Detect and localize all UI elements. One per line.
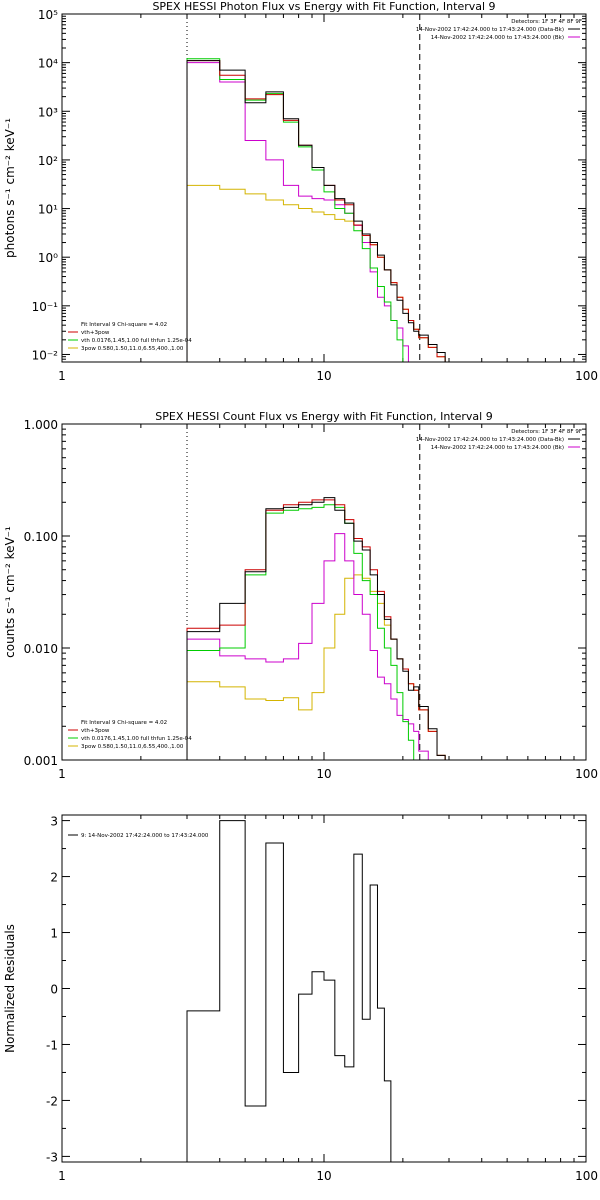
y-tick-label: 10³: [38, 105, 58, 119]
y-axis-label: Normalized Residuals: [3, 924, 17, 1053]
time-interval-label: 14-Nov-2002 17:42:24.000 to 17:43:24.000…: [431, 35, 564, 41]
legend-entry: vth 0.0176,1.45,1.00 full thfun 1.25e-04: [81, 338, 192, 344]
series-9-14-nov-2002-17-42-24-000-to-17-43-24-000-line: [186, 820, 392, 1162]
legend-entry: vth 0.0176,1.45,1.00 full thfun 1.25e-04: [81, 736, 192, 742]
series-vth-3pow-line: [186, 60, 446, 362]
y-tick-label: 10⁵: [38, 8, 58, 22]
tick-marks: [61, 13, 586, 363]
legend-entry: 3pow 0.580,1.50,11.0,6.55,400.,1.00: [81, 744, 184, 750]
y-tick-label: 0: [50, 983, 58, 997]
y-tick-label: 0.100: [24, 530, 58, 544]
legend-entry: vth+3pow: [81, 330, 110, 336]
chart-title: SPEX HESSI Photon Flux vs Energy with Fi…: [152, 0, 495, 13]
y-tick-label: 10¹: [38, 203, 58, 217]
x-tick-label: 1: [58, 1169, 66, 1183]
x-tick-label: 100: [575, 767, 598, 781]
count-chart: SPEX HESSI Count Flux vs Energy with Fit…: [3, 410, 598, 781]
series-group: [186, 58, 446, 362]
x-tick-label: 1: [58, 767, 66, 781]
y-tick-label: -2: [46, 1094, 58, 1108]
series-data-bk-line: [186, 60, 446, 362]
series-vth-line: [186, 58, 404, 362]
y-tick-label: 10⁰: [38, 251, 58, 265]
detectors-label: Detectors: 1F 3F 4F 8F 9F: [511, 19, 582, 25]
legend-entry: Fit Interval 9 Chi-square = 4.02: [81, 322, 167, 328]
x-tick-label: 10: [316, 1169, 331, 1183]
x-tick-label: 100: [575, 369, 598, 383]
series-3pow-line: [186, 184, 446, 362]
series-data-bk-line: [186, 497, 446, 760]
y-tick-label: 10⁻²: [32, 348, 59, 362]
plot-frame: [61, 13, 587, 363]
legend-entry: 3pow 0.580,1.50,11.0,6.55,400.,1.00: [81, 346, 184, 352]
photon-chart: SPEX HESSI Photon Flux vs Energy with Fi…: [3, 0, 598, 383]
series-bk-line: [186, 62, 409, 362]
x-tick-label: 10: [316, 767, 331, 781]
series-vth-line: [186, 504, 415, 760]
y-tick-label: -1: [46, 1038, 58, 1052]
chart-title: SPEX HESSI Count Flux vs Energy with Fit…: [155, 410, 492, 423]
x-tick-label: 100: [575, 1169, 598, 1183]
detectors-label: Detectors: 1F 3F 4F 8F 9F: [511, 429, 582, 435]
y-tick-label: 2: [50, 871, 58, 885]
series-bk-line: [186, 533, 429, 760]
legend-entry: vth+3pow: [81, 728, 110, 734]
y-tick-label: 1.000: [24, 418, 58, 432]
legend-entry: 9: 14-Nov-2002 17:42:24.000 to 17:43:24.…: [81, 833, 209, 839]
y-tick-label: 0.010: [24, 642, 58, 656]
series-group: [186, 497, 446, 760]
y-axis-label: photons s⁻¹ cm⁻² keV⁻¹: [3, 118, 17, 258]
tick-marks: [61, 815, 586, 1162]
y-tick-label: 10⁻¹: [32, 300, 59, 314]
series-vth-3pow-line: [186, 499, 446, 760]
x-tick-label: 10: [316, 369, 331, 383]
y-tick-label: 10²: [38, 154, 58, 168]
legend-entry: Fit Interval 9 Chi-square = 4.02: [81, 720, 167, 726]
x-tick-label: 1: [58, 369, 66, 383]
y-tick-label: 1: [50, 927, 58, 941]
time-interval-label: 14-Nov-2002 17:42:24.000 to 17:43:24.000…: [416, 27, 564, 33]
y-axis-label: counts s⁻¹ cm⁻² keV⁻¹: [3, 526, 17, 658]
plot-frame: [61, 814, 587, 1163]
time-interval-label: 14-Nov-2002 17:42:24.000 to 17:43:24.000…: [416, 437, 564, 443]
y-tick-label: 3: [50, 815, 58, 829]
series-group: [186, 820, 392, 1162]
plot-frame: [61, 423, 587, 761]
residuals-chart: Normalized Residuals 1 10 100 -3 -2 -1 0 1 2 3 9: 1…: [3, 814, 598, 1183]
time-interval-label: 14-Nov-2002 17:42:24.000 to 17:43:24.000…: [431, 445, 564, 451]
y-tick-label: 10⁴: [38, 57, 58, 71]
y-tick-label: 0.001: [24, 754, 58, 768]
y-tick-label: -3: [46, 1150, 58, 1164]
